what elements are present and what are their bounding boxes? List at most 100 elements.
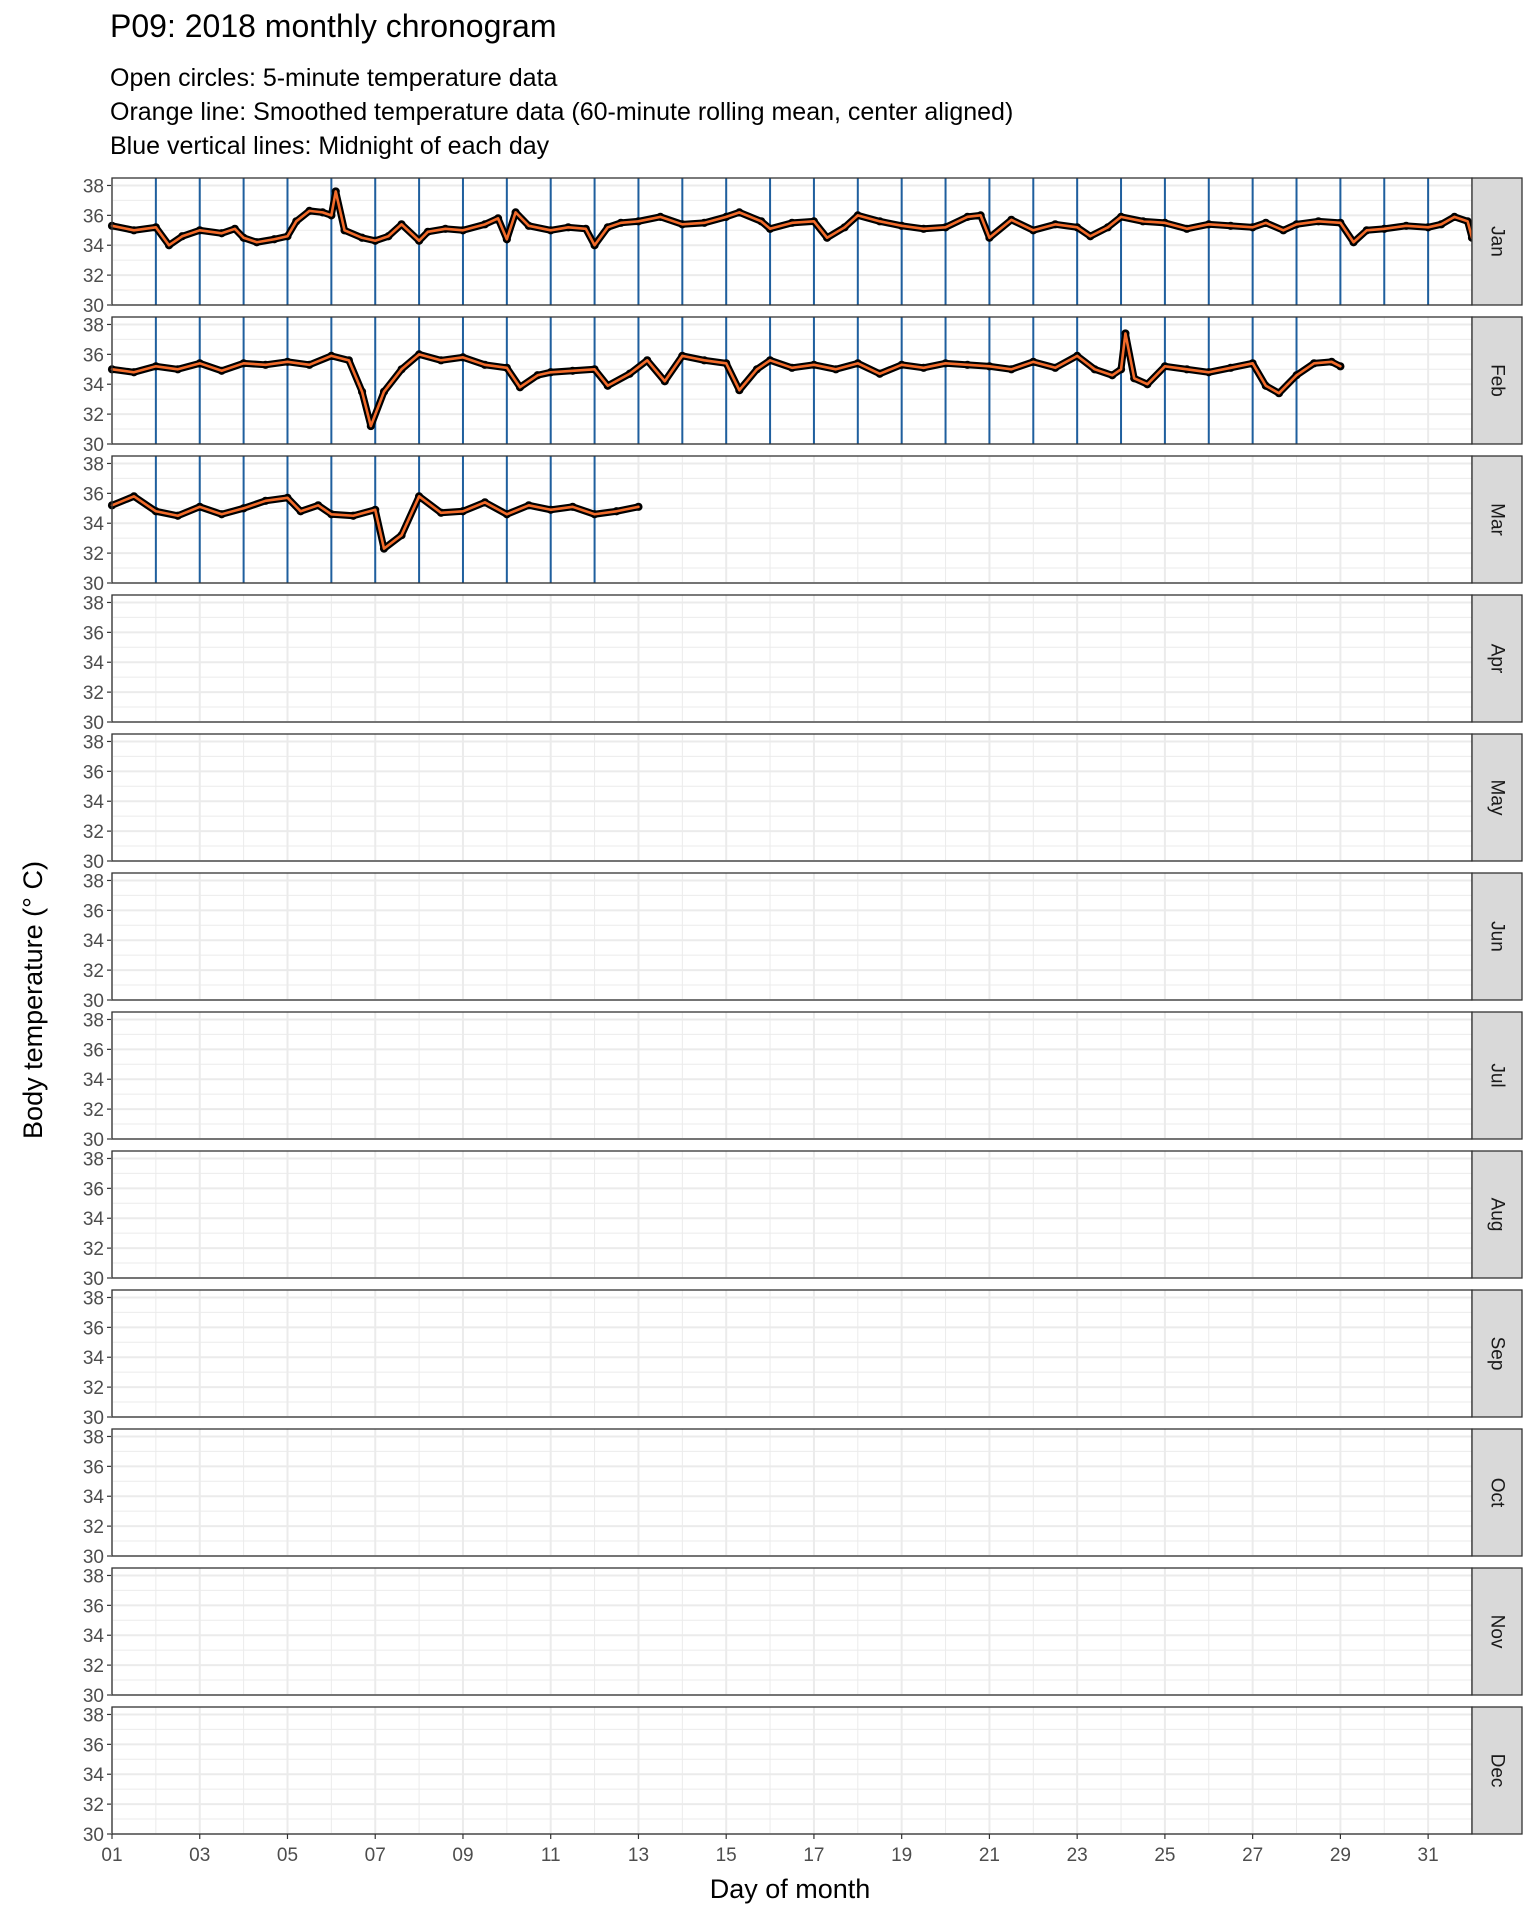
facet-label-sep: Sep xyxy=(1487,1337,1508,1371)
y-tick-label: 36 xyxy=(83,762,104,783)
y-tick-label: 32 xyxy=(83,405,104,426)
facet-label-may: May xyxy=(1487,780,1508,816)
y-tick-label: 30 xyxy=(83,1825,104,1846)
facet-panel-mar: 30 32 34 36 38 Mar xyxy=(83,454,1523,595)
y-tick-label: 36 xyxy=(83,901,104,922)
x-tick-label: 31 xyxy=(1418,1845,1439,1866)
facet-panel-aug: 30 32 34 36 38 Aug xyxy=(83,1149,1523,1290)
x-tick-label: 15 xyxy=(716,1845,737,1866)
panel-background xyxy=(112,1012,1472,1139)
y-tick-label: 32 xyxy=(83,544,104,565)
y-tick-label: 38 xyxy=(83,315,104,336)
facet-label-feb: Feb xyxy=(1487,364,1508,397)
smoothed-line xyxy=(110,190,1474,247)
panel-background xyxy=(112,178,1472,305)
facet-panel-sep: 30 32 34 36 38 Sep xyxy=(83,1288,1523,1429)
y-tick-label: 30 xyxy=(83,991,104,1012)
y-tick-label: 36 xyxy=(83,206,104,227)
y-tick-label: 38 xyxy=(83,176,104,197)
facet-panel-jun: 30 32 34 36 38 Jun xyxy=(83,871,1523,1012)
y-tick-label: 36 xyxy=(83,1318,104,1339)
y-tick-label: 32 xyxy=(83,683,104,704)
facet-strip xyxy=(1471,733,1523,862)
facet-label-nov: Nov xyxy=(1487,1615,1508,1649)
x-tick-label: 29 xyxy=(1330,1845,1351,1866)
smoothed-line xyxy=(110,495,640,550)
y-tick-label: 30 xyxy=(83,296,104,317)
x-tick-label: 03 xyxy=(189,1845,210,1866)
facet-strip xyxy=(1471,316,1523,445)
y-tick-label: 30 xyxy=(83,713,104,734)
y-tick-label: 30 xyxy=(83,1269,104,1290)
x-tick-label: 01 xyxy=(101,1845,122,1866)
x-tick-label: 23 xyxy=(1067,1845,1088,1866)
facet-strip xyxy=(1471,1567,1523,1696)
facet-label-apr: Apr xyxy=(1487,644,1508,674)
subtitle-points: Open circles: 5-minute temperature data xyxy=(110,64,558,92)
y-tick-label: 34 xyxy=(83,1348,105,1369)
x-tick-label: 17 xyxy=(803,1845,824,1866)
y-tick-label: 34 xyxy=(83,1209,105,1230)
y-tick-label: 32 xyxy=(83,961,104,982)
panel-background xyxy=(112,317,1472,444)
panel-background xyxy=(112,734,1472,861)
y-tick-label: 36 xyxy=(83,345,104,366)
facet-panel-nov: 30 32 34 36 38 Nov xyxy=(83,1566,1523,1707)
facet-strip xyxy=(1471,1289,1523,1418)
y-tick-label: 34 xyxy=(83,792,105,813)
y-tick-label: 34 xyxy=(83,1626,105,1647)
y-tick-label: 36 xyxy=(83,1040,104,1061)
y-tick-label: 36 xyxy=(83,1596,104,1617)
y-tick-label: 36 xyxy=(83,484,104,505)
panel-background xyxy=(112,873,1472,1000)
facet-strip xyxy=(1471,1150,1523,1279)
facet-strip xyxy=(1471,1011,1523,1140)
facet-strip xyxy=(1471,455,1523,584)
y-tick-label: 32 xyxy=(83,1517,104,1538)
x-tick-label: 09 xyxy=(452,1845,473,1866)
panel-background xyxy=(112,595,1472,722)
y-tick-label: 38 xyxy=(83,1705,104,1726)
facet-strip xyxy=(1471,872,1523,1001)
y-tick-label: 30 xyxy=(83,1408,104,1429)
y-tick-label: 36 xyxy=(83,1179,104,1200)
facet-label-oct: Oct xyxy=(1487,1478,1508,1508)
y-tick-label: 32 xyxy=(83,1100,104,1121)
x-tick-label: 21 xyxy=(979,1845,1000,1866)
y-tick-label: 30 xyxy=(83,435,104,456)
facet-panel-dec: 30 32 34 36 38 Dec xyxy=(83,1705,1523,1846)
facet-panel-may: 30 32 34 36 38 May xyxy=(83,732,1523,873)
y-tick-label: 34 xyxy=(83,1070,105,1091)
y-tick-label: 32 xyxy=(83,1378,104,1399)
y-tick-label: 34 xyxy=(83,931,105,952)
facet-strip xyxy=(1471,177,1523,306)
facet-label-aug: Aug xyxy=(1487,1198,1508,1232)
y-tick-label: 34 xyxy=(83,1765,105,1786)
y-tick-label: 30 xyxy=(83,1130,104,1151)
y-tick-label: 32 xyxy=(83,1795,104,1816)
chart-title: P09: 2018 monthly chronogram xyxy=(110,8,557,44)
y-tick-label: 30 xyxy=(83,574,104,595)
facet-label-dec: Dec xyxy=(1487,1754,1508,1788)
x-tick-label: 19 xyxy=(891,1845,912,1866)
y-tick-label: 38 xyxy=(83,1566,104,1587)
subtitle-midnight: Blue vertical lines: Midnight of each da… xyxy=(110,132,550,160)
facet-panel-feb: 30 32 34 36 38 Feb xyxy=(83,315,1523,456)
y-tick-label: 34 xyxy=(83,1487,105,1508)
y-tick-label: 32 xyxy=(83,1656,104,1677)
y-tick-label: 34 xyxy=(83,236,105,257)
y-tick-label: 36 xyxy=(83,623,104,644)
facet-panel-jan: 30 32 34 36 38 Jan xyxy=(83,176,1523,317)
y-tick-label: 34 xyxy=(83,514,105,535)
y-tick-label: 30 xyxy=(83,1547,104,1568)
facet-panel-jul: 30 32 34 36 38 Jul xyxy=(83,1010,1523,1151)
x-tick-label: 05 xyxy=(277,1845,298,1866)
y-tick-label: 38 xyxy=(83,1149,104,1170)
facet-label-mar: Mar xyxy=(1487,503,1508,536)
y-tick-label: 38 xyxy=(83,871,104,892)
y-tick-label: 38 xyxy=(83,1288,104,1309)
x-tick-label: 11 xyxy=(541,1845,561,1866)
facet-label-jan: Jan xyxy=(1487,226,1508,257)
panel-background xyxy=(112,1151,1472,1278)
